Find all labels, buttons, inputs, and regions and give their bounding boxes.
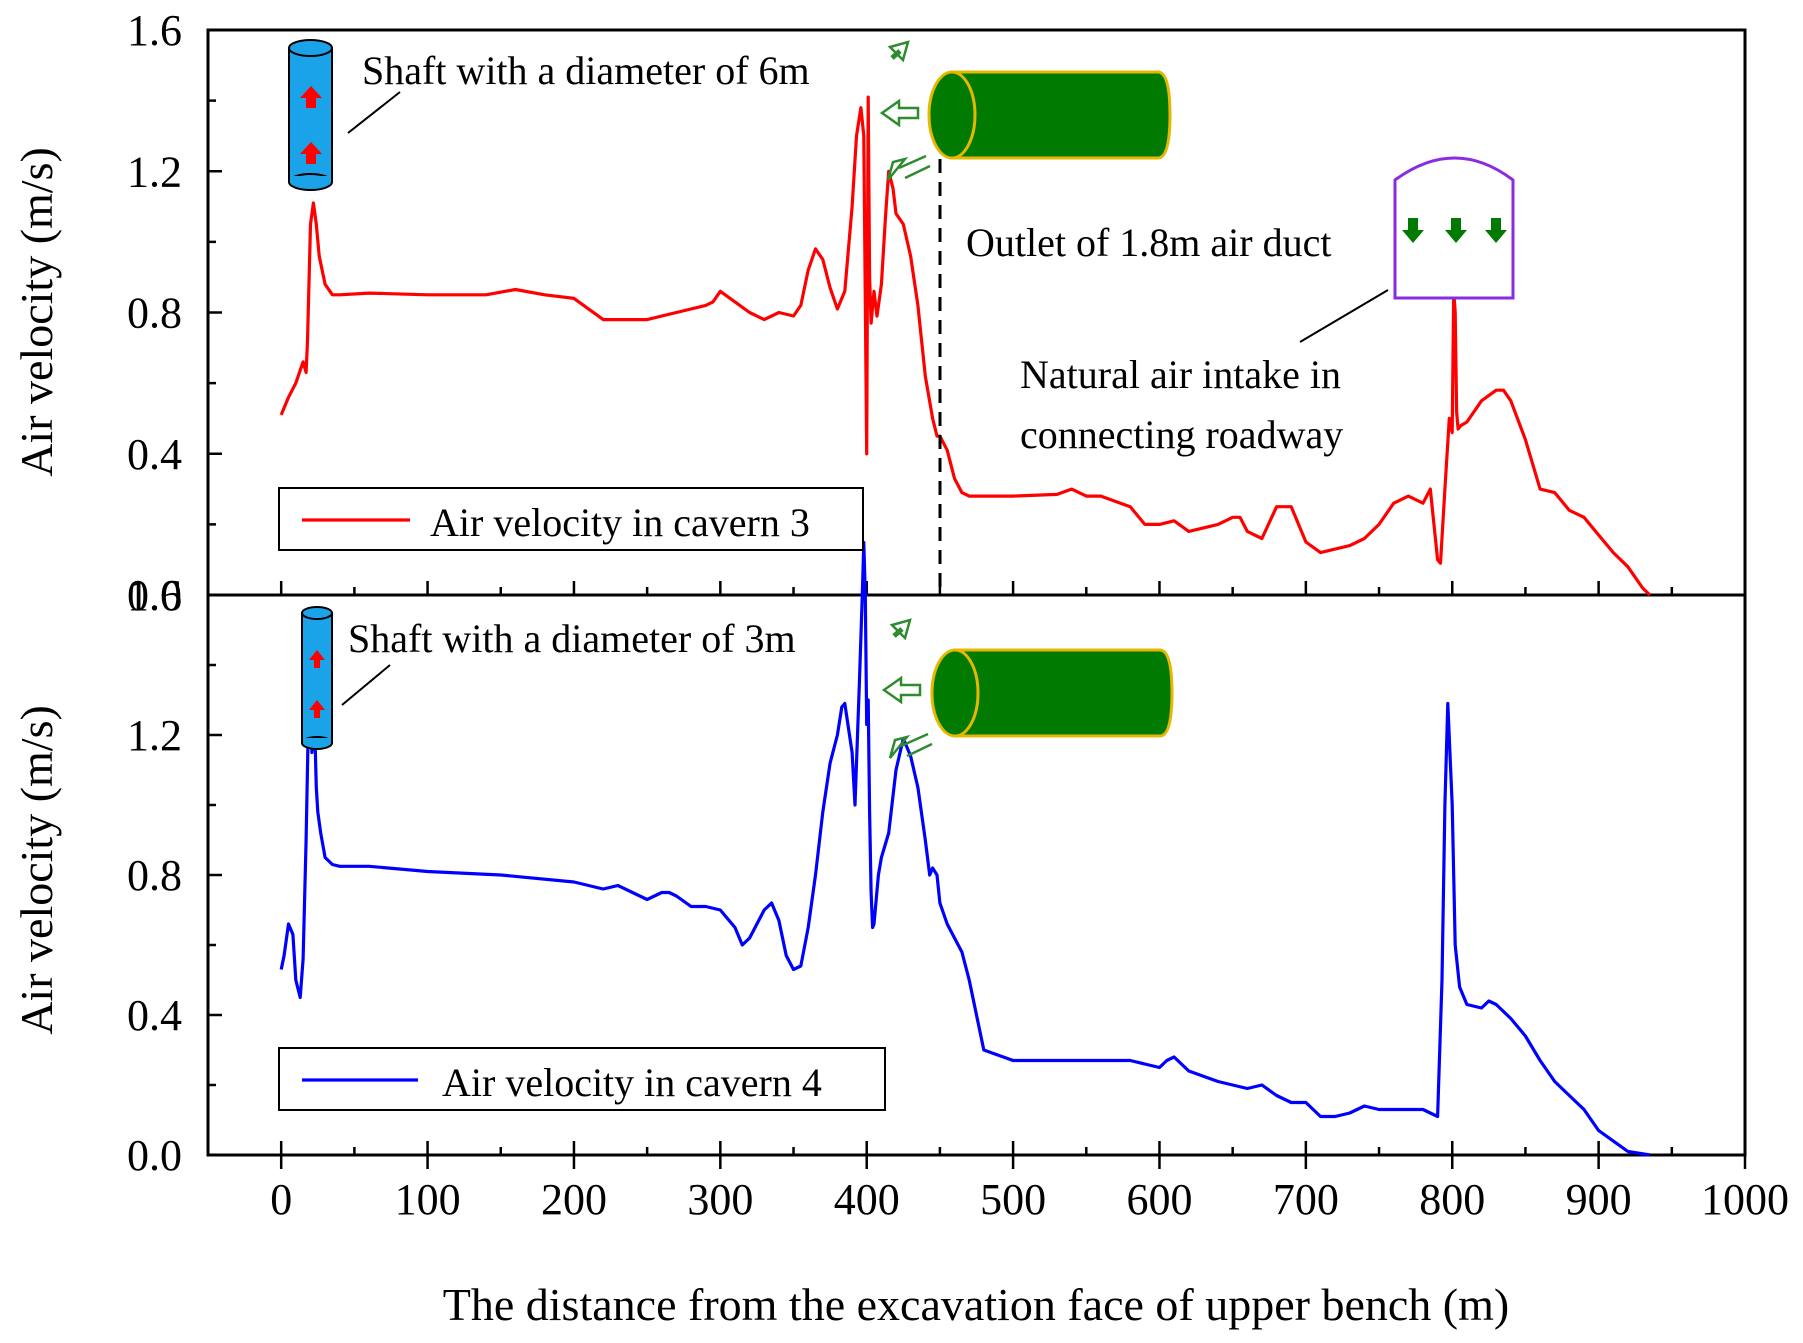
outflow-arrow-icon: [881, 675, 922, 705]
y-tick-label: 1.2: [127, 147, 182, 196]
y-tick-label: 0.0: [127, 571, 182, 620]
down-arrow-icon: [1485, 218, 1507, 243]
up-arrow-icon: [309, 650, 325, 668]
x-tick-label: 0: [270, 1175, 292, 1224]
legend-label-cavern-4: Air velocity in cavern 4: [442, 1060, 822, 1105]
outflow-arrow-icon: [887, 40, 910, 63]
shaft-3m-leader-line: [341, 664, 391, 706]
x-tick-label: 1000: [1701, 1175, 1789, 1224]
down-arrow-icon: [1402, 218, 1424, 243]
outflow-arrow-icon: [886, 154, 931, 181]
y-tick-label: 0.8: [127, 289, 182, 338]
top-axis-ticks: [208, 28, 1747, 597]
bottom-legend: Air velocity in cavern 4: [278, 1047, 886, 1111]
x-axis-title: The distance from the excavation face of…: [443, 1279, 1509, 1330]
y-tick-label: 1.6: [127, 6, 182, 55]
up-arrow-icon: [309, 700, 325, 718]
legend-label-cavern-3: Air velocity in cavern 3: [430, 500, 810, 545]
air-duct-icon: [927, 70, 1172, 160]
x-tick-label: 700: [1273, 1175, 1339, 1224]
x-tick-label: 200: [541, 1175, 607, 1224]
x-tick-label: 900: [1566, 1175, 1632, 1224]
top-legend: Air velocity in cavern 3: [278, 487, 864, 551]
top-y-axis-title: Air velocity (m/s): [11, 147, 62, 477]
outlet-label: Outlet of 1.8m air duct: [966, 220, 1331, 265]
y-tick-label: 0.0: [127, 1131, 182, 1180]
shaft-6m-label: Shaft with a diameter of 6m: [362, 48, 810, 93]
bottom-y-axis-title: Air velocity (m/s): [11, 705, 62, 1035]
outflow-arrow-icon: [889, 618, 912, 641]
y-tick-label: 0.8: [127, 851, 182, 900]
shaft-3m-icon: [301, 606, 333, 750]
x-tick-label: 600: [1126, 1175, 1192, 1224]
air-duct-icon: [930, 648, 1174, 738]
y-tick-label: 0.4: [127, 430, 182, 479]
up-arrow-icon: [300, 86, 322, 108]
cavern-3-velocity-line: [279, 95, 1652, 597]
down-arrow-icon: [1445, 218, 1467, 243]
outflow-arrow-icon: [888, 732, 933, 759]
y-tick-label: 1.6: [127, 571, 182, 620]
top-y-tick-labels: 0.0 0.4 0.8 1.2 1.6: [127, 6, 182, 620]
x-tick-labels: 0 100 200 300 400 500 600 700 800 900 10…: [270, 1175, 1789, 1224]
intake-label-line-2: connecting roadway: [1020, 412, 1343, 457]
outflow-arrow-icon: [879, 98, 920, 128]
x-tick-label: 500: [980, 1175, 1046, 1224]
y-tick-label: 0.4: [127, 991, 182, 1040]
shaft-3m-label: Shaft with a diameter of 3m: [348, 616, 796, 661]
x-tick-label: 800: [1419, 1175, 1485, 1224]
x-tick-label: 300: [687, 1175, 753, 1224]
y-tick-label: 1.2: [127, 711, 182, 760]
cavern-4-velocity-line: [279, 540, 1651, 1157]
bottom-axis-ticks: [208, 593, 1747, 1169]
shaft-6m-leader-line: [347, 91, 401, 134]
up-arrow-icon: [300, 142, 322, 164]
x-tick-label: 400: [834, 1175, 900, 1224]
intake-leader-line: [1299, 289, 1389, 343]
bottom-y-tick-labels: 0.0 0.4 0.8 1.2 1.6: [127, 571, 182, 1180]
intake-label-line-1: Natural air intake in: [1020, 352, 1341, 397]
x-tick-label: 100: [395, 1175, 461, 1224]
